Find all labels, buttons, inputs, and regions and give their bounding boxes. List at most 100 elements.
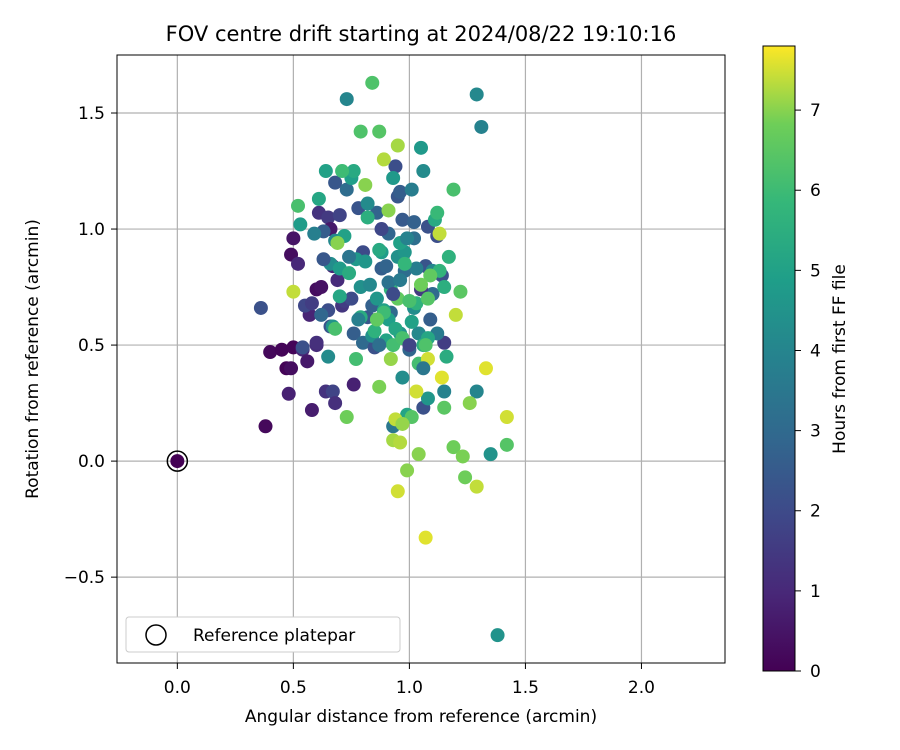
- data-point: [253, 300, 268, 315]
- colorbar-tick-label: 6: [810, 181, 821, 201]
- data-point: [304, 403, 319, 418]
- data-point: [407, 215, 422, 230]
- data-point: [393, 273, 408, 288]
- data-point: [372, 242, 387, 257]
- x-axis-label: Angular distance from reference (arcmin): [245, 707, 597, 727]
- data-point: [328, 175, 343, 190]
- data-point: [330, 273, 345, 288]
- data-point: [402, 338, 417, 353]
- data-point: [353, 124, 368, 139]
- data-point: [369, 312, 384, 327]
- data-point: [409, 261, 424, 276]
- data-point: [386, 170, 401, 185]
- data-point: [318, 164, 333, 179]
- data-point: [258, 419, 273, 434]
- data-point: [291, 198, 306, 213]
- y-tick-label: 1.5: [78, 104, 105, 124]
- data-point: [390, 138, 405, 153]
- data-point: [420, 391, 435, 406]
- x-axis: 0.0 0.5 1.0 1.5 2.0: [164, 663, 655, 698]
- data-point: [351, 312, 366, 327]
- data-point: [404, 314, 419, 329]
- data-point: [372, 338, 387, 353]
- data-point: [339, 92, 354, 107]
- colorbar-gradient: [762, 45, 796, 672]
- data-point: [291, 256, 306, 271]
- data-point: [478, 361, 493, 376]
- y-tick-label: 0.5: [78, 336, 105, 356]
- data-point: [286, 284, 301, 299]
- x-tick-label: 0.0: [164, 678, 191, 698]
- data-point: [321, 210, 336, 225]
- data-point: [339, 410, 354, 425]
- data-point: [328, 396, 343, 411]
- data-point: [409, 384, 424, 399]
- data-point: [369, 291, 384, 306]
- data-point: [349, 352, 364, 366]
- data-point: [414, 140, 428, 155]
- data-point: [358, 254, 373, 269]
- data-point: [439, 349, 454, 364]
- data-point: [376, 152, 391, 167]
- data-point: [372, 379, 387, 394]
- data-point: [395, 212, 410, 227]
- data-point: [395, 370, 410, 385]
- data-point: [453, 284, 468, 299]
- data-point: [448, 307, 463, 322]
- colorbar-label: Hours from first FF file: [830, 264, 850, 454]
- data-point: [414, 277, 428, 292]
- reference-point-ring: [166, 450, 189, 472]
- data-point: [365, 75, 380, 90]
- data-point: [416, 361, 431, 376]
- data-point: [342, 266, 357, 281]
- data-point: [379, 259, 394, 274]
- data-point: [281, 386, 296, 401]
- data-point: [393, 435, 408, 450]
- data-point: [304, 296, 319, 311]
- data-point: [346, 164, 361, 179]
- data-point: [400, 463, 415, 478]
- data-point: [400, 231, 415, 246]
- data-point: [446, 440, 461, 455]
- data-point: [393, 184, 408, 199]
- colorbar-tick-label: 7: [810, 101, 821, 121]
- data-point: [358, 177, 373, 192]
- data-point: [330, 235, 345, 250]
- data-point: [432, 226, 447, 241]
- data-point: [381, 275, 396, 290]
- data-point: [397, 256, 412, 271]
- x-tick-label: 0.5: [280, 678, 307, 698]
- data-point: [499, 437, 514, 452]
- x-tick-label: 2.0: [628, 678, 655, 698]
- data-point: [362, 277, 377, 292]
- legend: Reference platepar: [125, 616, 401, 653]
- data-point: [483, 447, 498, 462]
- plot-frame: [116, 54, 726, 664]
- data-point: [335, 164, 350, 179]
- data-point: [469, 479, 484, 494]
- data-point: [455, 449, 470, 464]
- data-point: [434, 370, 449, 385]
- data-point: [311, 191, 326, 206]
- legend-marker: [145, 624, 167, 646]
- data-point: [430, 205, 445, 220]
- data-point: [344, 291, 359, 306]
- data-point: [395, 416, 410, 431]
- colorbar: 0 1 2 3 4 5 6 7 Hours from first FF file: [762, 45, 850, 682]
- data-point: [411, 447, 426, 462]
- data-point: [388, 159, 403, 174]
- data-point: [286, 231, 301, 246]
- data-point: [423, 312, 438, 327]
- data-point: [314, 307, 329, 322]
- data-point: [437, 400, 452, 415]
- data-point: [342, 249, 357, 264]
- data-point: [423, 268, 438, 283]
- data-point: [346, 377, 361, 392]
- data-point: [499, 410, 514, 425]
- data-point: [360, 196, 375, 211]
- chart-title: FOV centre drift starting at 2024/08/22 …: [166, 22, 677, 46]
- data-point: [462, 396, 477, 411]
- data-point: [469, 87, 484, 102]
- data-point: [381, 203, 396, 218]
